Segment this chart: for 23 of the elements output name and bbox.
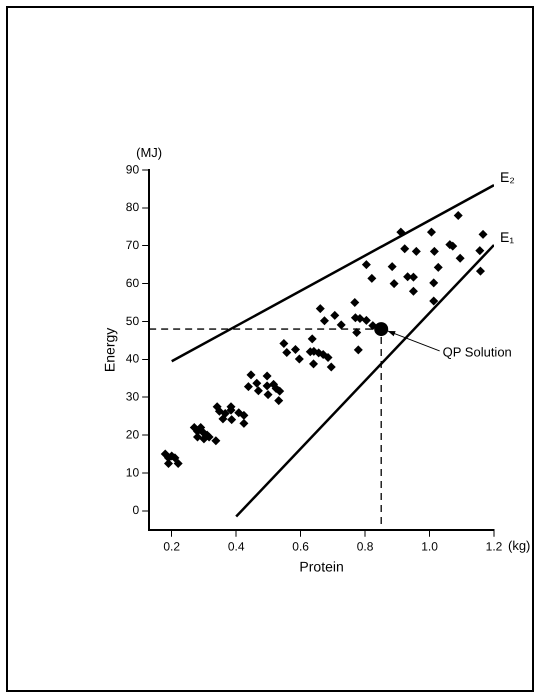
text: (kg) (508, 538, 530, 553)
y-axis-title: Energy (101, 328, 118, 372)
x-tick-label: 0.6 (292, 539, 310, 554)
annotation: QP Solution (442, 344, 512, 360)
y-tick-label: 10 (126, 465, 140, 480)
y-tick-label: 20 (126, 427, 140, 442)
y-tick-label: 80 (126, 200, 140, 214)
y-tick-label: 0 (132, 503, 140, 518)
x-tick-label: 1.0 (421, 539, 438, 554)
series-label: E₁ (500, 228, 514, 245)
y-tick-label: 50 (126, 314, 140, 328)
y-tick-label: 30 (126, 390, 140, 404)
text: (MJ) (136, 145, 162, 160)
x-tick-label: 0.4 (228, 539, 245, 554)
y-tick-label: 90 (126, 162, 140, 176)
y-tick-label: 70 (126, 238, 140, 252)
x-tick-label: 0.2 (163, 539, 180, 554)
x-tick-label: 1.2 (486, 539, 503, 554)
x-tick-label: 0.8 (356, 539, 374, 554)
y-tick-label: 40 (126, 352, 140, 366)
y-tick-label: 60 (126, 276, 140, 290)
x-axis-title: Protein (299, 558, 344, 574)
series-label: E₂ (500, 169, 515, 186)
